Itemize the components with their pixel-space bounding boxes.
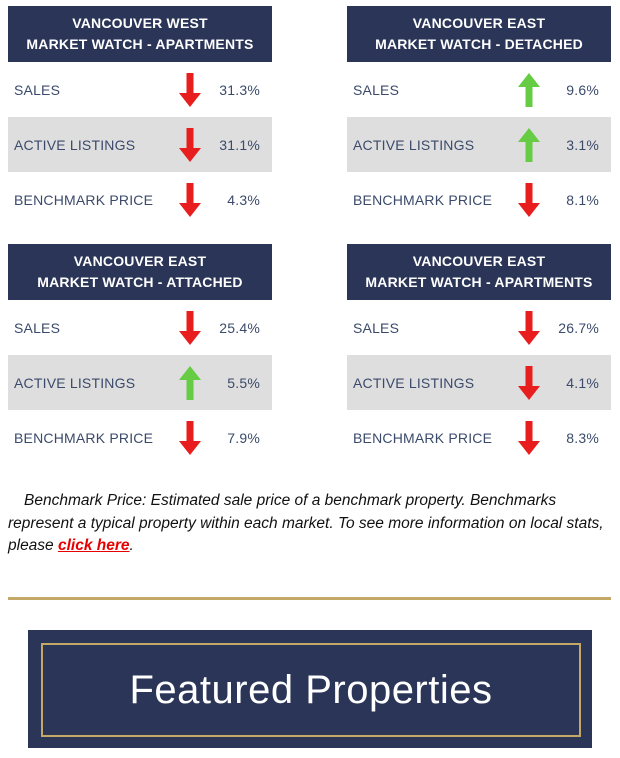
stat-row-active-listings: ACTIVE LISTINGS 4.1% [347,355,611,410]
card-header: VANCOUVER EAST MARKET WATCH - ATTACHED [8,244,272,300]
featured-properties-title: Featured Properties [129,667,493,712]
arrow-down-icon [178,126,202,164]
featured-properties-frame: Featured Properties [41,643,581,737]
stat-label: ACTIVE LISTINGS [353,136,475,153]
stat-row-sales: SALES 31.3% [8,62,272,117]
card-title-type: MARKET WATCH - ATTACHED [37,274,243,290]
market-card-vancouver-east-detached: VANCOUVER EAST MARKET WATCH - DETACHED S… [347,6,611,227]
card-title-type: MARKET WATCH - APARTMENTS [365,274,593,290]
click-here-link[interactable]: click here [57,537,130,554]
gold-divider [8,597,611,600]
market-card-vancouver-west-apartments: VANCOUVER WEST MARKET WATCH - APARTMENTS… [8,6,272,227]
arrow-up-icon [517,126,541,164]
stat-row-active-listings: ACTIVE LISTINGS 3.1% [347,117,611,172]
card-title-region: VANCOUVER EAST [73,253,207,269]
arrow-up-icon [517,71,541,109]
stat-value: 8.3% [566,429,599,446]
stat-row-sales: SALES 25.4% [8,300,272,355]
stat-row-benchmark-price: BENCHMARK PRICE 4.3% [8,172,272,227]
stat-value: 9.6% [566,81,599,98]
featured-properties-banner[interactable]: Featured Properties [28,630,592,748]
stat-row-active-listings: ACTIVE LISTINGS 5.5% [8,355,272,410]
arrow-down-icon [517,309,541,347]
stat-value: 4.3% [227,191,260,208]
stat-label: BENCHMARK PRICE [353,429,493,446]
card-title-region: VANCOUVER EAST [412,15,546,31]
card-title-type: MARKET WATCH - DETACHED [375,36,583,52]
stat-row-benchmark-price: BENCHMARK PRICE 8.1% [347,172,611,227]
card-header: VANCOUVER EAST MARKET WATCH - DETACHED [347,6,611,62]
market-card-vancouver-east-apartments: VANCOUVER EAST MARKET WATCH - APARTMENTS… [347,244,611,465]
card-header: VANCOUVER EAST MARKET WATCH - APARTMENTS [347,244,611,300]
arrow-up-icon [178,364,202,402]
arrow-down-icon [178,71,202,109]
stat-label: SALES [353,81,400,98]
stat-label: SALES [14,319,61,336]
stat-row-benchmark-price: BENCHMARK PRICE 8.3% [347,410,611,465]
arrow-down-icon [178,309,202,347]
arrow-down-icon [517,181,541,219]
arrow-down-icon [517,419,541,457]
stat-value: 5.5% [227,374,260,391]
stat-label: ACTIVE LISTINGS [353,374,475,391]
card-title-type: MARKET WATCH - APARTMENTS [26,36,254,52]
benchmark-note-suffix: . [129,537,134,554]
stat-value: 31.3% [219,81,260,98]
stat-label: BENCHMARK PRICE [353,191,493,208]
market-card-vancouver-east-attached: VANCOUVER EAST MARKET WATCH - ATTACHED S… [8,244,272,465]
stat-label: ACTIVE LISTINGS [14,136,136,153]
stat-label: SALES [14,81,61,98]
arrow-down-icon [178,419,202,457]
stat-value: 31.1% [219,136,260,153]
stat-value: 25.4% [219,319,260,336]
arrow-down-icon [178,181,202,219]
card-header: VANCOUVER WEST MARKET WATCH - APARTMENTS [8,6,272,62]
stat-value: 8.1% [566,191,599,208]
benchmark-note: Benchmark Price: Estimated sale price of… [8,490,608,558]
stat-row-benchmark-price: BENCHMARK PRICE 7.9% [8,410,272,465]
stat-label: BENCHMARK PRICE [14,191,154,208]
stat-row-active-listings: ACTIVE LISTINGS 31.1% [8,117,272,172]
stat-label: BENCHMARK PRICE [14,429,154,446]
stat-row-sales: SALES 9.6% [347,62,611,117]
stat-value: 4.1% [566,374,599,391]
stat-label: ACTIVE LISTINGS [14,374,136,391]
benchmark-note-text: Benchmark Price: Estimated sale price of… [8,492,604,554]
stat-label: SALES [353,319,400,336]
stat-value: 3.1% [566,136,599,153]
arrow-down-icon [517,364,541,402]
card-title-region: VANCOUVER WEST [72,15,208,31]
stat-row-sales: SALES 26.7% [347,300,611,355]
card-title-region: VANCOUVER EAST [412,253,546,269]
stat-value: 26.7% [558,319,599,336]
stat-value: 7.9% [227,429,260,446]
